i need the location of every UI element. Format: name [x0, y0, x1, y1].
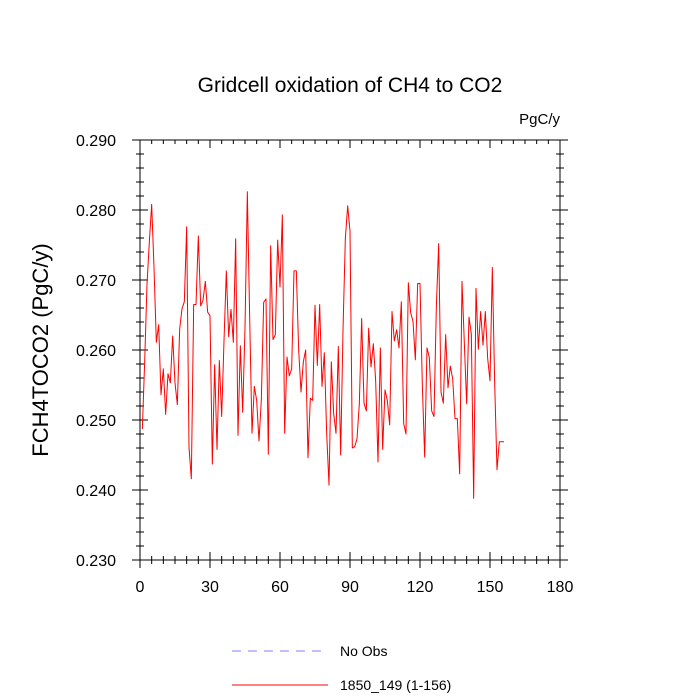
x-tick-label: 150 [477, 579, 504, 596]
x-tick-label: 60 [271, 579, 289, 596]
x-tick-label: 180 [547, 579, 574, 596]
y-tick-label: 0.250 [76, 413, 116, 430]
y-tick-label: 0.270 [76, 273, 116, 290]
series-layer [141, 191, 504, 499]
plot-frame [139, 139, 561, 561]
legend-label-no-obs: No Obs [340, 643, 387, 659]
tick-labels: 0 30 60 90 120 150 180 0.230 0.240 0.250 0.260 0.27… [76, 133, 573, 596]
y-tick-label: 0.280 [76, 203, 116, 220]
y-tick-label: 0.290 [76, 133, 116, 150]
legend-label-series: 1850_149 (1-156) [340, 677, 451, 693]
y-tick-label: 0.240 [76, 483, 116, 500]
legend: No Obs 1850_149 (1-156) [232, 643, 451, 693]
chart-title: Gridcell oxidation of CH4 to CO2 [198, 74, 503, 97]
axis-ticks [132, 139, 568, 568]
series-line [141, 191, 504, 499]
x-tick-label: 120 [407, 579, 434, 596]
x-tick-label: 0 [136, 579, 145, 596]
x-tick-label: 90 [341, 579, 359, 596]
x-tick-label: 30 [201, 579, 219, 596]
y-tick-label: 0.230 [76, 553, 116, 570]
y-tick-label: 0.260 [76, 343, 116, 360]
y-axis-label: FCH4TOCO2 (PgC/y) [28, 243, 53, 457]
units-label: PgC/y [519, 111, 560, 128]
